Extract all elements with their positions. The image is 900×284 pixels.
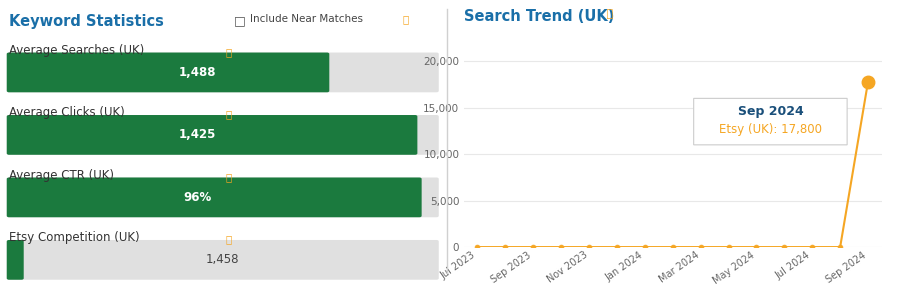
Text: ⓘ: ⓘ: [225, 172, 231, 182]
Text: Include Near Matches: Include Near Matches: [250, 14, 363, 24]
FancyBboxPatch shape: [7, 240, 23, 280]
Text: ⓘ: ⓘ: [603, 9, 613, 18]
Text: Search Trend (UK): Search Trend (UK): [464, 9, 614, 24]
FancyBboxPatch shape: [7, 115, 418, 155]
Text: ⓘ: ⓘ: [403, 14, 409, 24]
Text: 1,425: 1,425: [178, 128, 216, 141]
Text: ⓘ: ⓘ: [225, 109, 231, 119]
Text: 96%: 96%: [183, 191, 212, 204]
Text: Average Searches (UK): Average Searches (UK): [9, 44, 152, 57]
Text: ⓘ: ⓘ: [225, 47, 231, 57]
Text: Etsy Competition (UK): Etsy Competition (UK): [9, 231, 147, 244]
Text: 1,488: 1,488: [178, 66, 216, 79]
FancyBboxPatch shape: [7, 53, 329, 92]
FancyBboxPatch shape: [7, 240, 439, 280]
FancyBboxPatch shape: [7, 53, 439, 92]
Text: ⓘ: ⓘ: [225, 234, 231, 244]
Text: Average Clicks (UK): Average Clicks (UK): [9, 106, 132, 119]
Text: Keyword Statistics: Keyword Statistics: [9, 14, 164, 29]
FancyBboxPatch shape: [694, 98, 847, 145]
Text: 1,458: 1,458: [206, 253, 239, 266]
Text: □: □: [234, 14, 246, 27]
FancyBboxPatch shape: [7, 178, 439, 217]
FancyBboxPatch shape: [7, 115, 439, 155]
Text: Average CTR (UK): Average CTR (UK): [9, 169, 122, 182]
FancyBboxPatch shape: [7, 178, 421, 217]
Text: Sep 2024: Sep 2024: [737, 105, 804, 118]
Text: Etsy (UK): 17,800: Etsy (UK): 17,800: [719, 124, 822, 137]
